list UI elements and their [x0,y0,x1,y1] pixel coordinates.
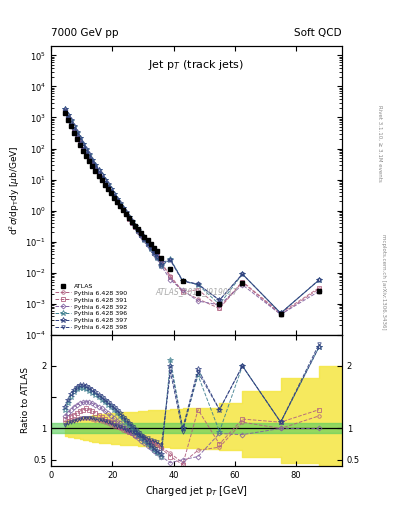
X-axis label: Charged jet p$_T$ [GeV]: Charged jet p$_T$ [GeV] [145,484,248,498]
Y-axis label: Ratio to ATLAS: Ratio to ATLAS [21,367,30,433]
Text: ATLAS_2011_I919017: ATLAS_2011_I919017 [155,287,238,296]
Bar [51,423,342,434]
Text: Jet p$_T$ (track jets): Jet p$_T$ (track jets) [149,58,244,72]
Text: Soft QCD: Soft QCD [294,28,342,38]
Text: Rivet 3.1.10, ≥ 3.1M events: Rivet 3.1.10, ≥ 3.1M events [377,105,382,182]
Y-axis label: d$^2\sigma$/dp$_{\rm T}$dy [$\mu$b/GeV]: d$^2\sigma$/dp$_{\rm T}$dy [$\mu$b/GeV] [8,145,22,235]
Legend: ATLAS, Pythia 6.428 390, Pythia 6.428 391, Pythia 6.428 392, Pythia 6.428 396, P: ATLAS, Pythia 6.428 390, Pythia 6.428 39… [54,282,128,332]
Text: mcplots.cern.ch [arXiv:1306.3436]: mcplots.cern.ch [arXiv:1306.3436] [381,234,386,329]
Text: 7000 GeV pp: 7000 GeV pp [51,28,119,38]
